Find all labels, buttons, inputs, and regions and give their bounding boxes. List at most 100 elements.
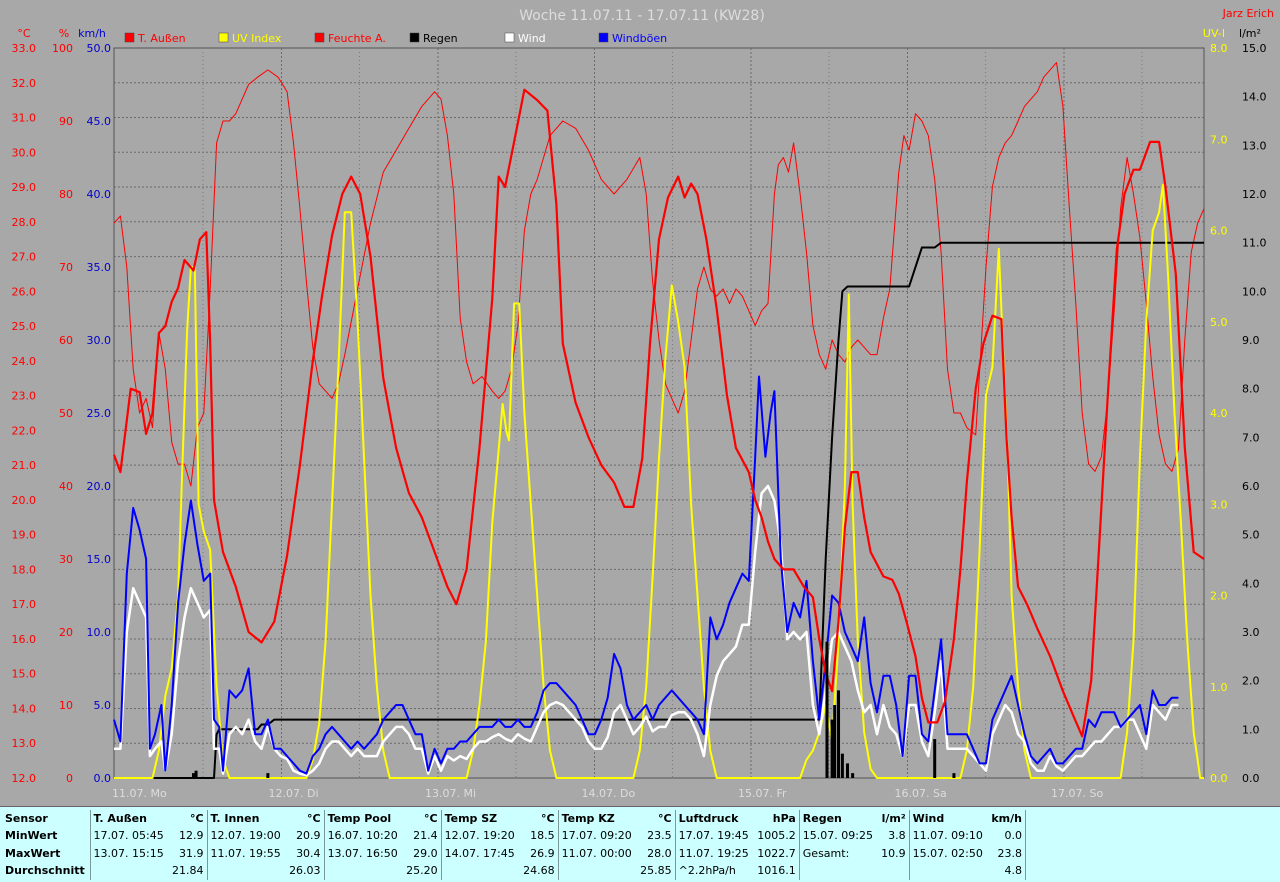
plot-background <box>113 47 1205 779</box>
humidity-tick-label: 10 <box>59 699 73 712</box>
header-name: Temp SZ <box>444 811 498 825</box>
stat-value: 29.0 <box>402 845 442 863</box>
x-tick-label: 17.07. So <box>1051 787 1103 800</box>
header-unit: °C <box>402 810 442 828</box>
uv-tick-label: 3.0 <box>1210 498 1228 511</box>
header-name: Temp Pool <box>327 811 392 825</box>
stats-row-average: Durchschnitt 21.84 26.03 25.20 24.68 25.… <box>2 862 1027 881</box>
series-line-wind <box>114 484 1179 777</box>
legend-swatch <box>598 32 609 43</box>
rain-tick-label: 4.0 <box>1242 577 1260 590</box>
header-unit: °C <box>519 810 559 828</box>
stat-value: 30.4 <box>285 845 325 863</box>
stat-time: ^2.2hPa/h <box>678 864 736 878</box>
uv-axis-unit: UV-I <box>1203 27 1225 40</box>
humidity-tick-label: 70 <box>59 261 73 274</box>
stat-value: 26.03 <box>285 862 325 880</box>
stats-header-row: Sensor T. Außen °C T. Innen °C Temp Pool… <box>2 810 1027 828</box>
stat-time: 11.07. 19:25 <box>678 846 749 860</box>
header-name: T. Außen <box>93 811 147 825</box>
temp-tick-label: 32.0 <box>12 77 37 90</box>
stat-value: 4.8 <box>987 862 1027 880</box>
humidity-tick-label: 60 <box>59 334 73 347</box>
wind-tick-label: 40.0 <box>87 188 112 201</box>
legend-label: UV Index <box>232 32 282 45</box>
series-line-uv-index <box>114 183 1204 779</box>
stat-value: 18.5 <box>519 827 559 845</box>
statistics-panel: Sensor T. Außen °C T. Innen °C Temp Pool… <box>0 806 1280 882</box>
temp-tick-label: 15.0 <box>12 668 37 681</box>
humidity-tick-label: 80 <box>59 188 73 201</box>
uv-tick-label: 5.0 <box>1210 316 1228 329</box>
temp-tick-label: 22.0 <box>12 424 37 437</box>
wind-tick-label: 50.0 <box>87 42 112 55</box>
stats-row-min: MinWert 17.07. 05:45 12.9 12.07. 19:00 20.… <box>2 827 1027 845</box>
rain-tick-label: 1.0 <box>1242 723 1260 736</box>
stat-time: 11.07. 00:00 <box>561 846 632 860</box>
stat-time: 15.07. 02:50 <box>912 846 983 860</box>
wind-tick-label: 30.0 <box>87 334 112 347</box>
legend-label: Feuchte A. <box>328 32 386 45</box>
stat-time: 17.07. 09:20 <box>561 829 632 843</box>
rain-bar <box>846 763 850 778</box>
stat-time: 16.07. 10:20 <box>327 829 398 843</box>
stat-time <box>558 863 636 881</box>
series-line-windb-en <box>113 375 1179 775</box>
humidity-tick-label: 50 <box>59 407 73 420</box>
stat-value: 24.68 <box>519 862 559 880</box>
chart-title: Woche 11.07.11 - 17.07.11 (KW28) <box>519 8 765 24</box>
humidity-tick-label: 20 <box>59 626 73 639</box>
rain-bar <box>830 719 834 778</box>
series-layer <box>112 62 1205 779</box>
temp-tick-label: 27.0 <box>12 251 37 264</box>
stat-time: 11.07. 09:10 <box>912 829 983 843</box>
header-unit: l/m² <box>877 810 910 828</box>
uv-tick-label: 0.0 <box>1210 772 1228 785</box>
stat-time: 17.07. 19:45 <box>678 829 749 843</box>
temp-tick-label: 33.0 <box>12 42 37 55</box>
temp-tick-label: 23.0 <box>12 390 37 403</box>
weather-chart: 33.0 32.0 31.0 30.0 29.0 28.0 27.0 26.0 25.0 24.0… <box>11 7 1275 800</box>
stat-value: 31.9 <box>168 845 208 863</box>
temp-tick-label: 13.0 <box>12 737 37 750</box>
stat-time: 13.07. 16:50 <box>327 846 398 860</box>
wind-tick-label: 25.0 <box>87 407 112 420</box>
rain-tick-label: 11.0 <box>1242 237 1267 250</box>
rain-tick-label: 5.0 <box>1242 529 1260 542</box>
rain-tick-label: 6.0 <box>1242 480 1260 493</box>
temp-tick-label: 24.0 <box>12 355 37 368</box>
rain-tick-label: 9.0 <box>1242 334 1260 347</box>
legend-label: T. Außen <box>137 32 186 45</box>
rain-bar <box>825 641 829 778</box>
header-name: Wind <box>912 811 945 825</box>
humidity-tick-label: 40 <box>59 480 73 493</box>
rain-bar <box>933 739 937 778</box>
row-label: Durchschnitt <box>2 862 91 880</box>
rain-tick-label: 3.0 <box>1242 626 1260 639</box>
uv-tick-label: 2.0 <box>1210 590 1228 603</box>
header-name: T. Innen <box>210 811 260 825</box>
header-sensor: Sensor <box>2 810 91 828</box>
statistics-table: Sensor T. Außen °C T. Innen °C Temp Pool… <box>2 810 1027 881</box>
uv-tick-label: 6.0 <box>1210 225 1228 238</box>
rain-bar <box>833 705 837 778</box>
stat-value: 3.8 <box>877 827 910 845</box>
temp-tick-label: 29.0 <box>12 181 37 194</box>
rain-bar <box>851 773 855 778</box>
stat-value: 0.0 <box>987 827 1027 845</box>
header-unit: °C <box>285 810 325 828</box>
stat-time: 17.07. 05:45 <box>93 829 164 843</box>
wind-tick-label: 45.0 <box>87 115 112 128</box>
stat-time <box>90 863 168 881</box>
uv-tick-label: 1.0 <box>1210 681 1228 694</box>
wind-tick-label: 35.0 <box>87 261 112 274</box>
legend-label: Wind <box>518 32 546 45</box>
stat-value: 12.9 <box>168 827 208 845</box>
stat-time: 15.07. 09:25 <box>802 829 873 843</box>
header-unit: km/h <box>987 810 1027 828</box>
temp-tick-label: 28.0 <box>12 216 37 229</box>
axes: 33.0 32.0 31.0 30.0 29.0 28.0 27.0 26.0 25.0 24.0… <box>12 42 1267 800</box>
stat-value: 28.0 <box>636 845 676 863</box>
header-name: Luftdruck <box>678 811 739 825</box>
rain-tick-label: 10.0 <box>1242 285 1267 298</box>
